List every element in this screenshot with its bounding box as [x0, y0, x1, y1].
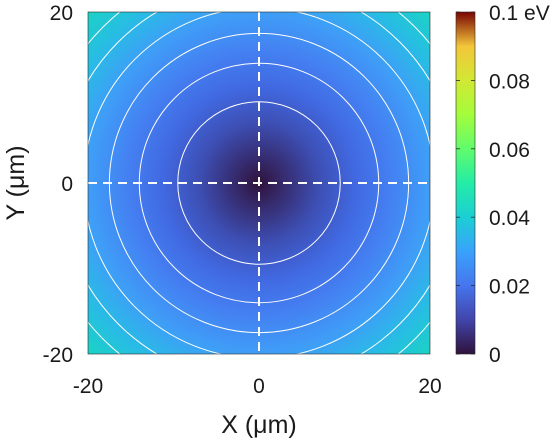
- plot-frame: [87, 11, 431, 355]
- y-axis-label: Y (μm): [2, 145, 30, 220]
- colorbar-tick-label: 0.08: [489, 70, 530, 93]
- colorbar-tick-label: 0: [489, 344, 501, 367]
- contour-line-1: [177, 101, 341, 265]
- y-tick-label: 0: [61, 173, 73, 196]
- colorbar-tick-label: 0.04: [489, 207, 530, 230]
- y-tick-label: -20: [43, 344, 73, 367]
- colorbar-tick-label: 0.02: [489, 276, 530, 299]
- x-axis: -20 0 20 X (μm): [73, 375, 442, 439]
- y-tick-label: 20: [50, 2, 73, 25]
- plot-area: [87, 11, 431, 355]
- x-tick-label: 0: [253, 375, 265, 398]
- colorbar: 0 0.02 0.04 0.06 0.08 0.1 eV: [455, 2, 550, 367]
- x-tick-label: -20: [73, 375, 103, 398]
- y-axis: 20 0 -20 Y (μm): [2, 2, 73, 367]
- colorbar-ticks: 0 0.02 0.04 0.06 0.08 0.1 eV: [456, 2, 550, 367]
- colorbar-gradient: [455, 11, 476, 355]
- x-tick-label: 20: [418, 375, 441, 398]
- colorbar-tick-label: 0.1 eV: [489, 2, 550, 25]
- colorbar-tick-label: 0.06: [489, 139, 530, 162]
- x-axis-label: X (μm): [221, 411, 297, 439]
